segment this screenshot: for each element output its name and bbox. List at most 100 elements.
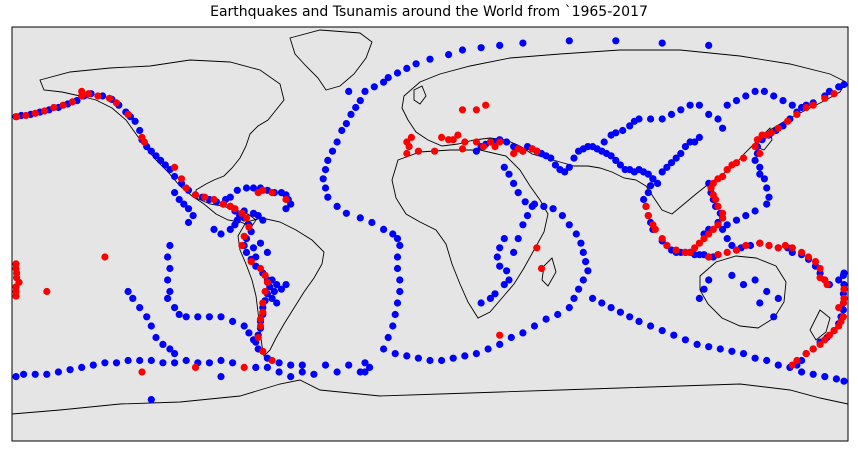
data-point-series-0-121 (159, 359, 167, 367)
data-point-series-1-156 (835, 304, 843, 312)
data-point-series-0-187 (496, 340, 504, 348)
data-point-series-1-158 (840, 294, 848, 302)
data-point-series-0-173 (393, 299, 402, 307)
data-point-series-0-209 (509, 179, 518, 187)
data-point-series-0-72 (252, 253, 260, 261)
data-point-series-0-114 (210, 225, 218, 233)
data-point-series-0-249 (809, 370, 817, 378)
data-point-series-0-322 (505, 276, 513, 284)
plot-area-background (11, 26, 849, 442)
data-point-series-0-368 (728, 241, 736, 250)
data-point-series-0-118 (233, 216, 241, 224)
data-point-series-1-121 (672, 246, 680, 254)
data-point-series-0-299 (691, 138, 699, 146)
data-point-series-0-136 (31, 370, 39, 378)
data-point-series-0-66 (270, 287, 278, 296)
data-point-series-0-221 (477, 44, 485, 52)
data-point-series-0-220 (458, 46, 467, 54)
data-point-series-1-88 (751, 143, 759, 151)
data-point-series-0-94 (166, 264, 174, 273)
data-point-series-0-242 (728, 347, 736, 355)
data-point-series-0-134 (54, 368, 63, 376)
data-point-series-0-163 (356, 214, 364, 222)
data-point-series-1-149 (825, 331, 834, 339)
data-point-series-1-120 (681, 248, 690, 256)
data-point-series-0-212 (370, 83, 378, 91)
data-point-series-0-171 (396, 276, 404, 284)
data-point-series-0-210 (505, 170, 513, 178)
data-point-series-0-359 (763, 184, 771, 192)
data-point-series-0-431 (774, 294, 782, 302)
data-point-series-1-150 (821, 336, 829, 344)
data-point-series-1-80 (482, 101, 490, 109)
data-point-series-1-2 (31, 109, 39, 117)
data-point-series-1-57 (240, 363, 248, 371)
data-point-series-1-79 (472, 106, 480, 114)
data-point-series-0-127 (229, 359, 237, 367)
data-point-series-0-214 (384, 74, 392, 82)
data-point-series-0-438 (770, 313, 778, 321)
data-point-series-0-309 (658, 115, 666, 123)
data-point-series-0-162 (342, 209, 350, 217)
data-point-series-0-185 (472, 350, 480, 358)
data-point-series-0-230 (598, 299, 606, 307)
data-point-series-0-197 (584, 267, 592, 275)
data-point-series-0-154 (333, 138, 341, 146)
data-point-series-0-73 (256, 239, 265, 247)
data-point-series-0-226 (658, 39, 666, 47)
data-point-series-0-175 (389, 322, 397, 330)
data-point-series-1-118 (691, 244, 699, 252)
data-point-series-0-439 (252, 363, 260, 371)
data-point-series-1-98 (821, 94, 829, 102)
data-point-series-1-4 (50, 103, 58, 112)
data-point-series-0-297 (681, 143, 690, 151)
data-point-series-0-102 (205, 313, 213, 321)
data-point-series-1-9 (94, 92, 102, 100)
data-point-series-1-109 (712, 195, 720, 204)
data-point-series-0-61 (361, 359, 369, 367)
data-point-series-0-207 (521, 198, 529, 206)
coastline-british-isles (413, 85, 427, 105)
data-point-series-0-442 (298, 368, 306, 376)
data-point-series-0-232 (616, 308, 625, 316)
data-point-series-0-318 (496, 244, 504, 252)
data-point-series-0-300 (695, 133, 704, 141)
data-point-series-0-305 (626, 122, 634, 130)
data-point-series-0-447 (217, 373, 225, 381)
data-point-series-1-27 (201, 193, 209, 201)
data-point-series-1-65 (479, 143, 487, 151)
data-point-series-0-364 (732, 216, 741, 224)
data-point-series-0-180 (414, 354, 422, 362)
data-point-series-0-328 (514, 235, 522, 243)
data-point-series-1-69 (458, 145, 467, 153)
data-point-series-0-385 (840, 269, 848, 277)
data-point-series-0-323 (500, 281, 508, 289)
data-point-series-0-192 (554, 310, 562, 319)
data-point-series-0-292 (658, 168, 666, 176)
data-point-series-0-432 (705, 276, 713, 284)
coastline-madagascar (541, 257, 557, 287)
data-point-series-0-19 (147, 147, 155, 155)
data-point-series-0-139 (152, 333, 160, 342)
data-point-series-0-250 (821, 373, 829, 381)
data-point-series-0-184 (461, 352, 469, 360)
data-point-series-0-363 (742, 212, 750, 220)
data-point-series-0-79 (277, 189, 285, 197)
data-point-series-0-65 (273, 281, 281, 289)
data-point-series-1-151 (816, 340, 824, 348)
data-point-series-1-8 (85, 90, 93, 98)
data-point-series-0-111 (180, 200, 188, 208)
data-point-series-0-237 (670, 331, 678, 339)
data-point-series-0-234 (635, 317, 643, 325)
data-point-series-0-88 (259, 216, 267, 224)
data-point-series-0-160 (324, 193, 332, 201)
data-point-series-0-40 (242, 248, 251, 256)
data-point-series-0-181 (426, 356, 434, 365)
data-point-series-0-130 (101, 359, 109, 367)
data-point-series-1-94 (784, 117, 792, 125)
data-point-series-0-333 (732, 97, 741, 105)
data-point-series-0-365 (723, 221, 731, 229)
data-point-series-1-25 (182, 184, 190, 192)
data-point-series-1-126 (644, 212, 652, 220)
data-point-series-0-218 (426, 55, 434, 63)
